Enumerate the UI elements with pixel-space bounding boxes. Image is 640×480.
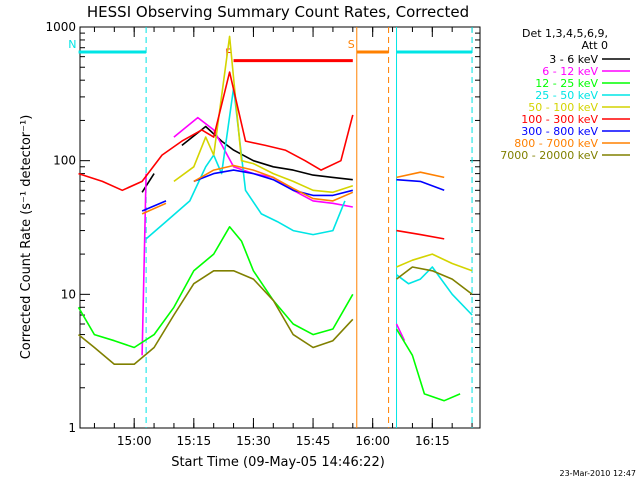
y-tick-label: 10 <box>61 287 76 301</box>
chart-title: HESSI Observing Summary Count Rates, Cor… <box>87 3 469 21</box>
legend-title: Det 1,3,4,5,6,9, <box>522 27 608 40</box>
series-line <box>142 166 472 214</box>
legend-entry-label: 25 - 50 keV <box>535 89 598 102</box>
series-line <box>141 125 353 193</box>
plot-frame <box>79 26 481 429</box>
series-line <box>79 72 473 249</box>
x-tick-label: 15:00 <box>117 434 152 448</box>
legend-entry-label: 7000 - 20000 keV <box>500 149 598 162</box>
y-tick-label: 100 <box>53 154 76 168</box>
y-axis-label: Corrected Count Rate (s⁻¹ detector⁻¹) <box>19 115 34 360</box>
x-axis-label: Start Time (09-May-05 14:46:22) <box>171 455 385 470</box>
legend-entry-label: 6 - 12 keV <box>542 65 598 78</box>
legend-entry-label: 50 - 100 keV <box>528 101 598 114</box>
legend-entry-label: 100 - 300 keV <box>521 113 598 126</box>
x-tick-label: 16:15 <box>415 434 450 448</box>
flag-label: F <box>225 47 231 60</box>
x-tick-label: 15:15 <box>177 434 212 448</box>
x-tick-label: 16:00 <box>355 434 390 448</box>
legend-entry-label: 800 - 7000 keV <box>514 137 598 150</box>
legend-entry-label: 3 - 6 keV <box>549 53 598 66</box>
series-line <box>77 226 461 402</box>
series-line <box>173 35 473 272</box>
flag-label: S <box>348 38 355 51</box>
timestamp: 23-Mar-2010 12:47 <box>560 469 637 478</box>
legend-entry-label: 12 - 25 keV <box>535 77 598 90</box>
series-line <box>141 116 406 356</box>
x-tick-label: 15:30 <box>236 434 271 448</box>
x-tick-label: 15:45 <box>296 434 331 448</box>
series-line <box>145 87 473 316</box>
y-tick-label: 1 <box>68 421 76 435</box>
y-tick-label: 1000 <box>45 20 76 34</box>
legend-title: Att 0 <box>582 39 608 52</box>
series-line <box>142 170 472 211</box>
series-line <box>77 266 473 365</box>
legend-entry-label: 300 - 800 keV <box>521 125 598 138</box>
flag-label: N <box>68 38 76 51</box>
